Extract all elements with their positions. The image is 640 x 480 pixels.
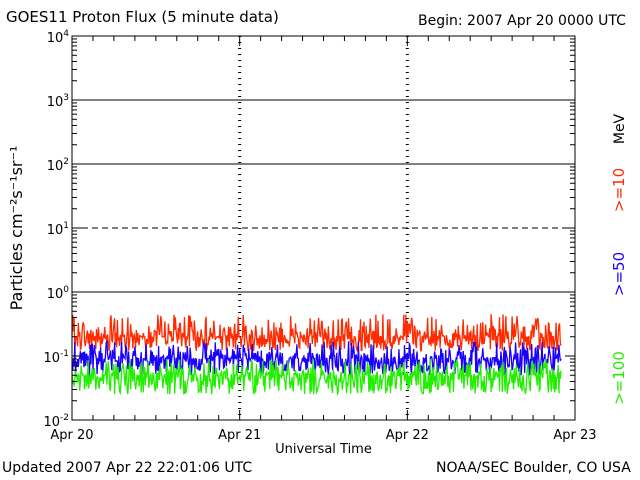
- begin-time-label: Begin: 2007 Apr 20 0000 UTC: [418, 13, 626, 29]
- legend-label-0: >=10: [610, 168, 628, 212]
- credit-label: NOAA/SEC Boulder, CO USA: [436, 460, 631, 476]
- y-axis-label: Particles cm⁻²s⁻¹sr⁻¹: [7, 146, 26, 311]
- x-axis-label: Universal Time: [275, 442, 372, 457]
- x-tick-label-2: Apr 22: [386, 428, 429, 443]
- x-tick-label-1: Apr 21: [218, 428, 261, 443]
- chart-title: GOES11 Proton Flux (5 minute data): [6, 8, 279, 26]
- y-tick-label-5: 103: [47, 93, 69, 110]
- y-tick-label-6: 104: [47, 29, 70, 46]
- legend-label-1: >=50: [610, 252, 628, 296]
- series-line-2: [71, 358, 562, 397]
- legend-label-2: >=100: [610, 351, 628, 405]
- updated-timestamp: Updated 2007 Apr 22 22:01:06 UTC: [2, 460, 253, 476]
- y-tick-label-0: 10-2: [43, 413, 69, 430]
- series-line-1: [71, 339, 562, 377]
- legend-units-label: MeV: [612, 113, 628, 144]
- y-tick-label-2: 100: [47, 285, 70, 302]
- x-tick-label-3: Apr 23: [553, 428, 596, 443]
- y-tick-label-4: 102: [47, 157, 69, 174]
- x-tick-label-0: Apr 20: [50, 428, 93, 443]
- y-tick-label-3: 101: [47, 221, 69, 238]
- series-line-0: [71, 314, 562, 353]
- y-tick-label-1: 10-1: [43, 349, 69, 366]
